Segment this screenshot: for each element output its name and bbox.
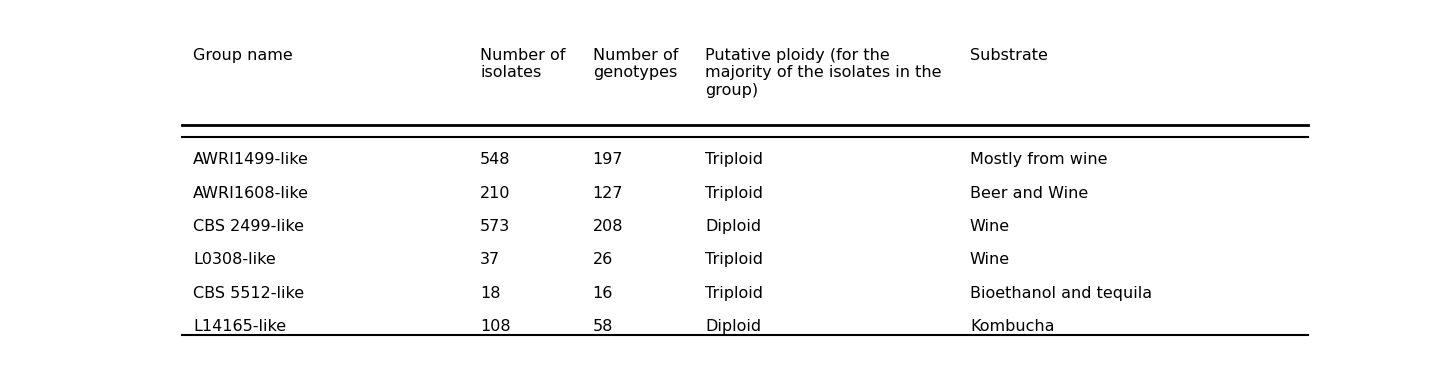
Text: Wine: Wine — [971, 219, 1010, 234]
Text: AWRI1608-like: AWRI1608-like — [193, 186, 309, 200]
Text: CBS 5512-like: CBS 5512-like — [193, 286, 304, 301]
Text: 26: 26 — [593, 252, 613, 267]
Text: 127: 127 — [593, 186, 623, 200]
Text: 58: 58 — [593, 319, 613, 334]
Text: Triploid: Triploid — [705, 186, 763, 200]
Text: Triploid: Triploid — [705, 152, 763, 167]
Text: L0308-like: L0308-like — [193, 252, 276, 267]
Text: Triploid: Triploid — [705, 286, 763, 301]
Text: Diploid: Diploid — [705, 319, 761, 334]
Text: Group name: Group name — [193, 48, 292, 63]
Text: Wine: Wine — [971, 252, 1010, 267]
Text: 108: 108 — [479, 319, 510, 334]
Text: Mostly from wine: Mostly from wine — [971, 152, 1107, 167]
Text: 16: 16 — [593, 286, 613, 301]
Text: Triploid: Triploid — [705, 252, 763, 267]
Text: AWRI1499-like: AWRI1499-like — [193, 152, 308, 167]
Text: 548: 548 — [479, 152, 510, 167]
Text: CBS 2499-like: CBS 2499-like — [193, 219, 304, 234]
Text: 208: 208 — [593, 219, 623, 234]
Text: Diploid: Diploid — [705, 219, 761, 234]
Text: Putative ploidy (for the
majority of the isolates in the
group): Putative ploidy (for the majority of the… — [705, 48, 942, 98]
Text: 37: 37 — [479, 252, 500, 267]
Text: Beer and Wine: Beer and Wine — [971, 186, 1088, 200]
Text: 573: 573 — [479, 219, 510, 234]
Text: L14165-like: L14165-like — [193, 319, 286, 334]
Text: 18: 18 — [479, 286, 500, 301]
Text: 210: 210 — [479, 186, 510, 200]
Text: Number of
genotypes: Number of genotypes — [593, 48, 679, 80]
Text: 197: 197 — [593, 152, 623, 167]
Text: Substrate: Substrate — [971, 48, 1048, 63]
Text: Number of
isolates: Number of isolates — [479, 48, 565, 80]
Text: Kombucha: Kombucha — [971, 319, 1055, 334]
Text: Bioethanol and tequila: Bioethanol and tequila — [971, 286, 1152, 301]
